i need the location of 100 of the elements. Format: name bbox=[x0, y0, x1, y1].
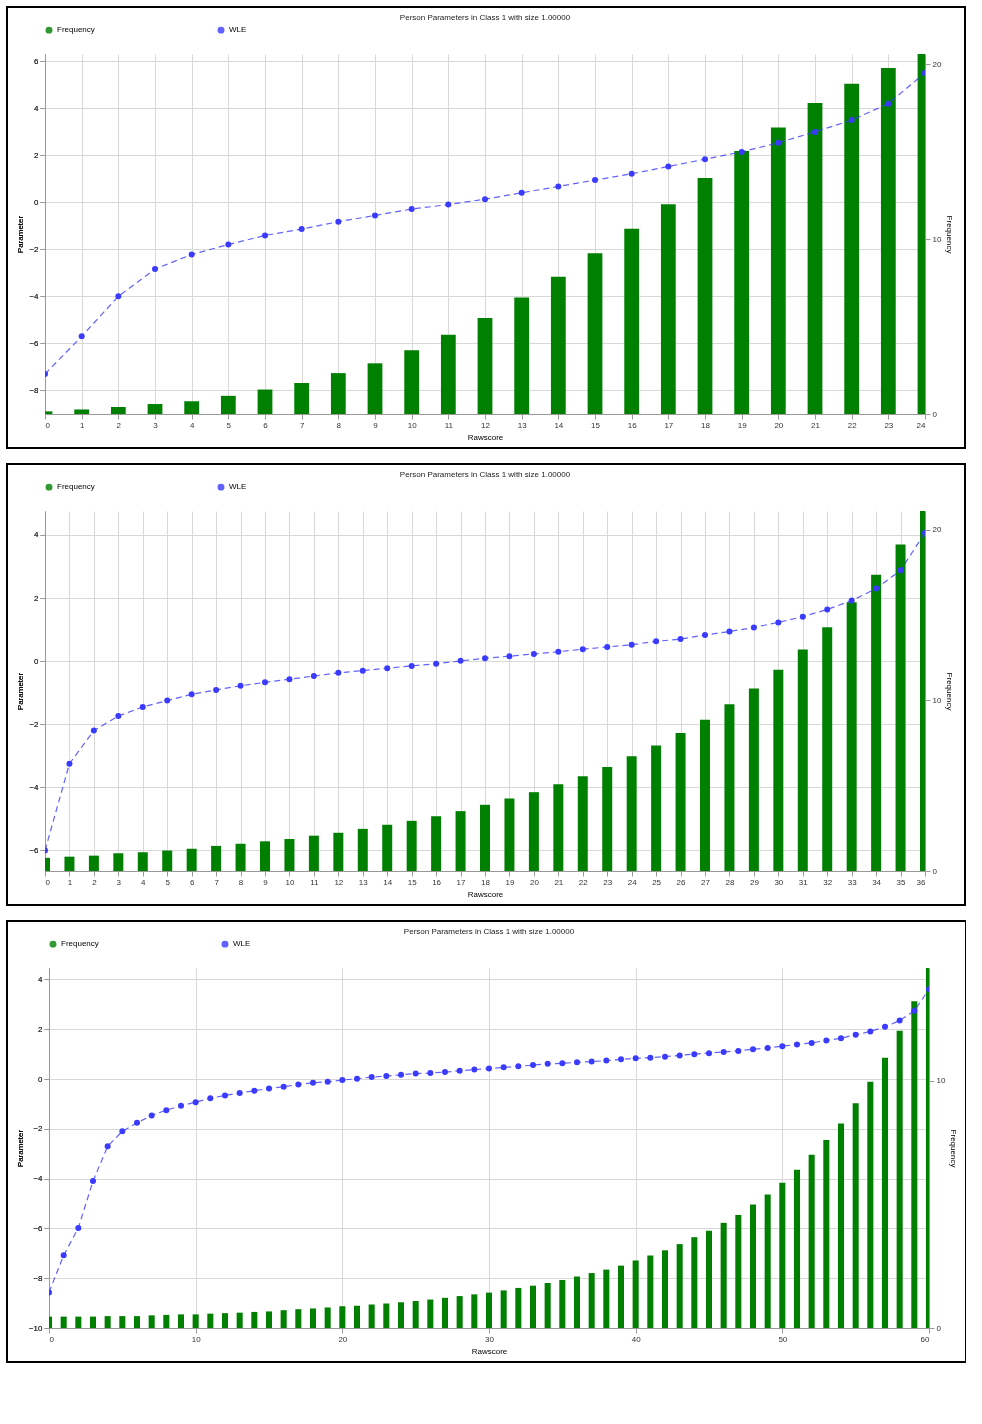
x-tick-label: 7 bbox=[214, 877, 220, 887]
bar bbox=[691, 1237, 698, 1328]
point bbox=[433, 660, 440, 667]
bar bbox=[260, 841, 270, 871]
bar bbox=[867, 1081, 874, 1328]
bar bbox=[808, 1154, 815, 1328]
point bbox=[702, 156, 708, 163]
y-tick-label: 0 bbox=[34, 197, 40, 207]
bar bbox=[603, 1269, 610, 1328]
x-tick-label: 23 bbox=[884, 420, 894, 430]
x-tick-label: 0 bbox=[45, 420, 51, 430]
x-tick-label: 3 bbox=[153, 420, 159, 430]
y-tick-label: −10 bbox=[28, 1323, 44, 1333]
legend-label: Frequency bbox=[57, 482, 95, 492]
point bbox=[506, 653, 513, 660]
chart-title: Person Parameters in Class 1 with size 1.00000 bbox=[403, 927, 575, 936]
bar bbox=[624, 228, 640, 414]
bar bbox=[137, 852, 148, 871]
x-tick-label: 24 bbox=[627, 877, 638, 887]
bar bbox=[477, 317, 493, 414]
x-tick-label: 7 bbox=[299, 420, 305, 430]
point bbox=[665, 163, 672, 170]
y-tick-label: −4 bbox=[29, 782, 40, 792]
point bbox=[90, 727, 97, 734]
point bbox=[482, 655, 488, 662]
bar bbox=[480, 804, 490, 871]
point bbox=[775, 619, 782, 626]
chart-title: Person Parameters in Class 1 with size 1.00000 bbox=[399, 470, 571, 479]
y-tick-label: 0 bbox=[38, 1074, 44, 1084]
y2-tick-label: 0 bbox=[936, 1323, 942, 1333]
x-tick-label: 25 bbox=[652, 877, 662, 887]
y-tick-label: 2 bbox=[38, 1024, 44, 1034]
bar bbox=[353, 1305, 361, 1328]
x-tick-label: 32 bbox=[823, 877, 833, 887]
y-tick-label: 4 bbox=[34, 530, 40, 540]
x-axis-title: Rawscore bbox=[467, 432, 504, 442]
y2-tick-label: 20 bbox=[932, 59, 942, 69]
bar bbox=[163, 1314, 170, 1328]
bar bbox=[235, 843, 246, 871]
x-tick-label: 1 bbox=[79, 420, 85, 430]
bar bbox=[406, 820, 417, 871]
point bbox=[579, 646, 586, 653]
point bbox=[213, 686, 220, 693]
x-tick-label: 20 bbox=[338, 1334, 348, 1344]
y2-axis-title: Frequency bbox=[945, 672, 955, 711]
bar bbox=[485, 1292, 493, 1328]
x-tick-label: 23 bbox=[603, 877, 613, 887]
x-tick-label: 9 bbox=[373, 420, 379, 430]
bar bbox=[602, 767, 613, 871]
bar bbox=[720, 1222, 727, 1328]
y2-tick-label: 0 bbox=[932, 409, 938, 419]
legend-label: WLE bbox=[229, 25, 247, 35]
y2-tick-label: 10 bbox=[932, 234, 942, 244]
bar bbox=[779, 1182, 786, 1328]
legend-label: WLE bbox=[229, 482, 247, 492]
bar bbox=[577, 776, 588, 871]
y-tick-label: −2 bbox=[33, 1124, 44, 1134]
bar bbox=[431, 816, 442, 871]
bar bbox=[559, 1280, 566, 1328]
bar bbox=[220, 395, 236, 414]
bar bbox=[764, 1194, 771, 1328]
point bbox=[750, 624, 757, 631]
x-tick-label: 12 bbox=[481, 420, 491, 430]
x-tick-label: 16 bbox=[432, 877, 442, 887]
bar bbox=[471, 1294, 478, 1328]
point bbox=[188, 691, 195, 698]
x-tick-label: 16 bbox=[627, 420, 638, 430]
bar bbox=[60, 1316, 67, 1328]
y-axis-title: Parameter bbox=[15, 1129, 25, 1168]
point bbox=[359, 667, 366, 674]
bar bbox=[514, 297, 530, 414]
y-tick-label: −4 bbox=[29, 291, 40, 301]
bar bbox=[852, 1103, 859, 1328]
x-tick-label: 28 bbox=[725, 877, 735, 887]
bar bbox=[797, 649, 808, 871]
point bbox=[628, 641, 635, 648]
bar bbox=[724, 704, 735, 871]
point bbox=[139, 703, 146, 710]
y2-tick-label: 10 bbox=[936, 1076, 946, 1086]
y-tick-label: −2 bbox=[29, 719, 40, 729]
bar bbox=[837, 1123, 845, 1328]
bar bbox=[500, 1290, 507, 1328]
bar bbox=[251, 1311, 258, 1328]
x-tick-label: 15 bbox=[591, 420, 601, 430]
bar bbox=[529, 1285, 537, 1328]
point bbox=[885, 100, 892, 107]
bar bbox=[515, 1287, 522, 1328]
bar bbox=[749, 1204, 757, 1328]
bar bbox=[587, 253, 603, 414]
point bbox=[262, 232, 268, 239]
point bbox=[262, 679, 268, 686]
chart-title: Person Parameters in Class 1 with size 1.00000 bbox=[399, 13, 571, 22]
bar bbox=[823, 1139, 830, 1328]
x-tick-label: 10 bbox=[407, 420, 418, 430]
y2-tick-label: 10 bbox=[932, 695, 942, 705]
point bbox=[677, 636, 684, 643]
bar bbox=[177, 1314, 185, 1328]
x-tick-label: 8 bbox=[238, 877, 244, 887]
bar bbox=[162, 850, 173, 871]
bar bbox=[333, 832, 344, 871]
